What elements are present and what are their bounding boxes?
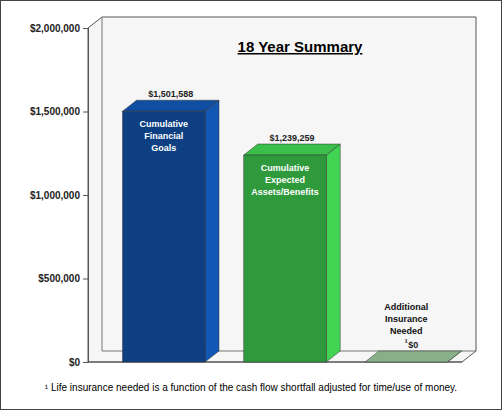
bar-front: [365, 362, 447, 363]
chart: $0 $500,000 $1,000,000 $1,500,000 $2,000,000…: [0, 0, 502, 410]
bar: [244, 144, 340, 362]
data-label: $0: [408, 340, 418, 350]
tick: $1,000,000: [30, 190, 88, 201]
tick-label: $1,500,000: [30, 106, 80, 117]
category-label: CumulativeFinancialGoals: [140, 119, 189, 153]
tick-mark: [83, 279, 88, 280]
footnote: ¹ Life insurance needed is a function of…: [45, 382, 457, 393]
tick: $2,000,000: [30, 23, 88, 34]
tick-label: $0: [69, 357, 81, 368]
wall-edge: [102, 17, 103, 351]
category-label: CumulativeExpectedAssets/Benefits: [251, 163, 319, 197]
bar-top: [244, 144, 340, 155]
y-axis: $0 $500,000 $1,000,000 $1,500,000 $2,000,000: [30, 23, 89, 368]
data-label: $1,501,588: [148, 89, 193, 99]
tick: $0: [69, 357, 88, 368]
bar-front: [123, 111, 205, 362]
tick-mark: [83, 195, 88, 196]
bar-side: [326, 144, 340, 362]
tick: $1,500,000: [30, 106, 88, 117]
plot-wall: [88, 17, 476, 362]
bar: [123, 100, 219, 362]
axis-line: [83, 29, 89, 363]
title: 18 Year Summary: [238, 38, 363, 55]
tick-label: $2,000,000: [30, 23, 80, 34]
data-label: $1,239,259: [269, 133, 314, 143]
bar-top: [123, 100, 219, 111]
bars: [123, 100, 462, 362]
category-label: AdditionalInsuranceNeeded¹: [384, 302, 428, 348]
bar: [365, 351, 461, 362]
bar-top: [365, 351, 461, 362]
tick-mark: [83, 362, 88, 363]
tick-mark: [83, 28, 88, 29]
bar-front: [244, 155, 326, 362]
bar-side: [205, 100, 219, 362]
tick-label: $500,000: [38, 273, 80, 284]
tick: $500,000: [38, 273, 88, 284]
tick-mark: [83, 112, 88, 113]
tick-label: $1,000,000: [30, 190, 80, 201]
frame: [1, 1, 502, 410]
